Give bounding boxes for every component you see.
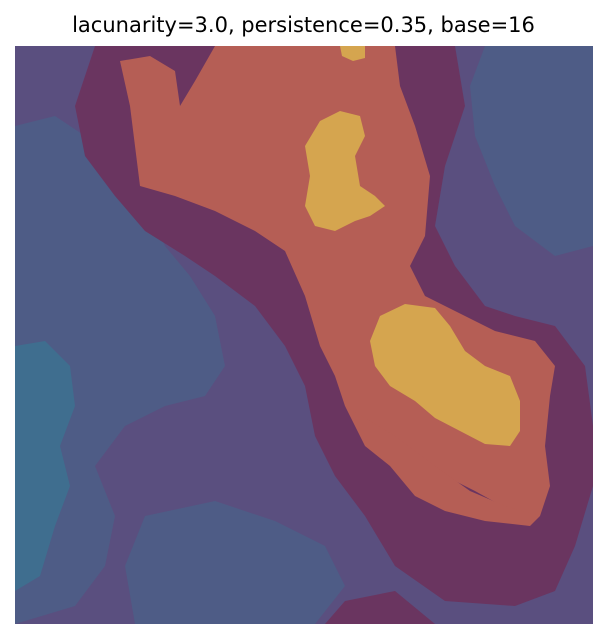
contour-map [15, 46, 593, 624]
gold-peak-lower [370, 304, 520, 446]
figure-title: lacunarity=3.0, persistence=0.35, base=1… [72, 13, 535, 37]
noise-image [15, 46, 593, 624]
blue-region-bottom [125, 501, 345, 624]
teal-region [15, 341, 75, 591]
gold-peak-upper [305, 111, 385, 231]
plum-region-bottom [325, 591, 435, 624]
blue-region-left [15, 116, 225, 624]
blue-region-topright [470, 46, 593, 256]
gold-peak-top [340, 46, 365, 61]
coral-lower-lobe [345, 406, 540, 526]
